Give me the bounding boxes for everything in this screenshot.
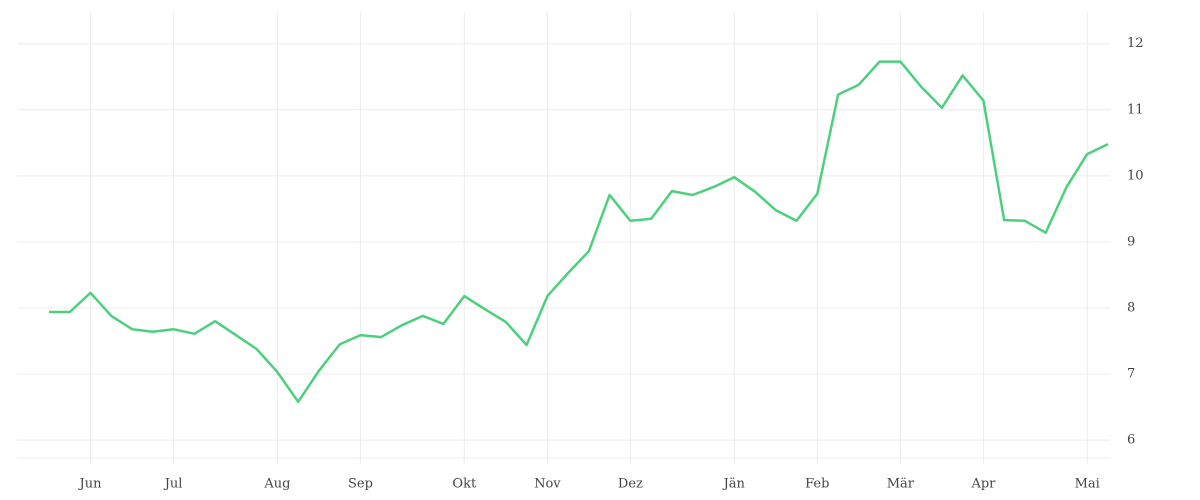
y-tick-label: 6 xyxy=(1127,433,1135,448)
x-tick-label: Mär xyxy=(887,477,915,492)
x-tick-label: Okt xyxy=(452,477,477,492)
x-tick-label: Jul xyxy=(163,477,183,492)
x-tick-label: Nov xyxy=(534,477,561,492)
y-tick-label: 10 xyxy=(1127,168,1144,183)
y-tick-label: 12 xyxy=(1127,36,1144,51)
x-tick-label: Apr xyxy=(970,477,996,492)
x-tick-label: Sep xyxy=(348,477,373,492)
y-tick-label: 7 xyxy=(1127,367,1135,382)
x-tick-label: Feb xyxy=(805,477,829,492)
x-tick-label: Jun xyxy=(78,477,103,492)
x-tick-label: Jän xyxy=(722,477,746,492)
y-tick-label: 11 xyxy=(1127,102,1144,117)
y-tick-label: 8 xyxy=(1127,301,1135,316)
x-tick-label: Aug xyxy=(263,477,290,492)
y-tick-label: 9 xyxy=(1127,234,1135,249)
x-tick-label: Dez xyxy=(618,477,643,492)
line-series xyxy=(49,60,1109,404)
x-tick-label: Mai xyxy=(1075,477,1100,492)
